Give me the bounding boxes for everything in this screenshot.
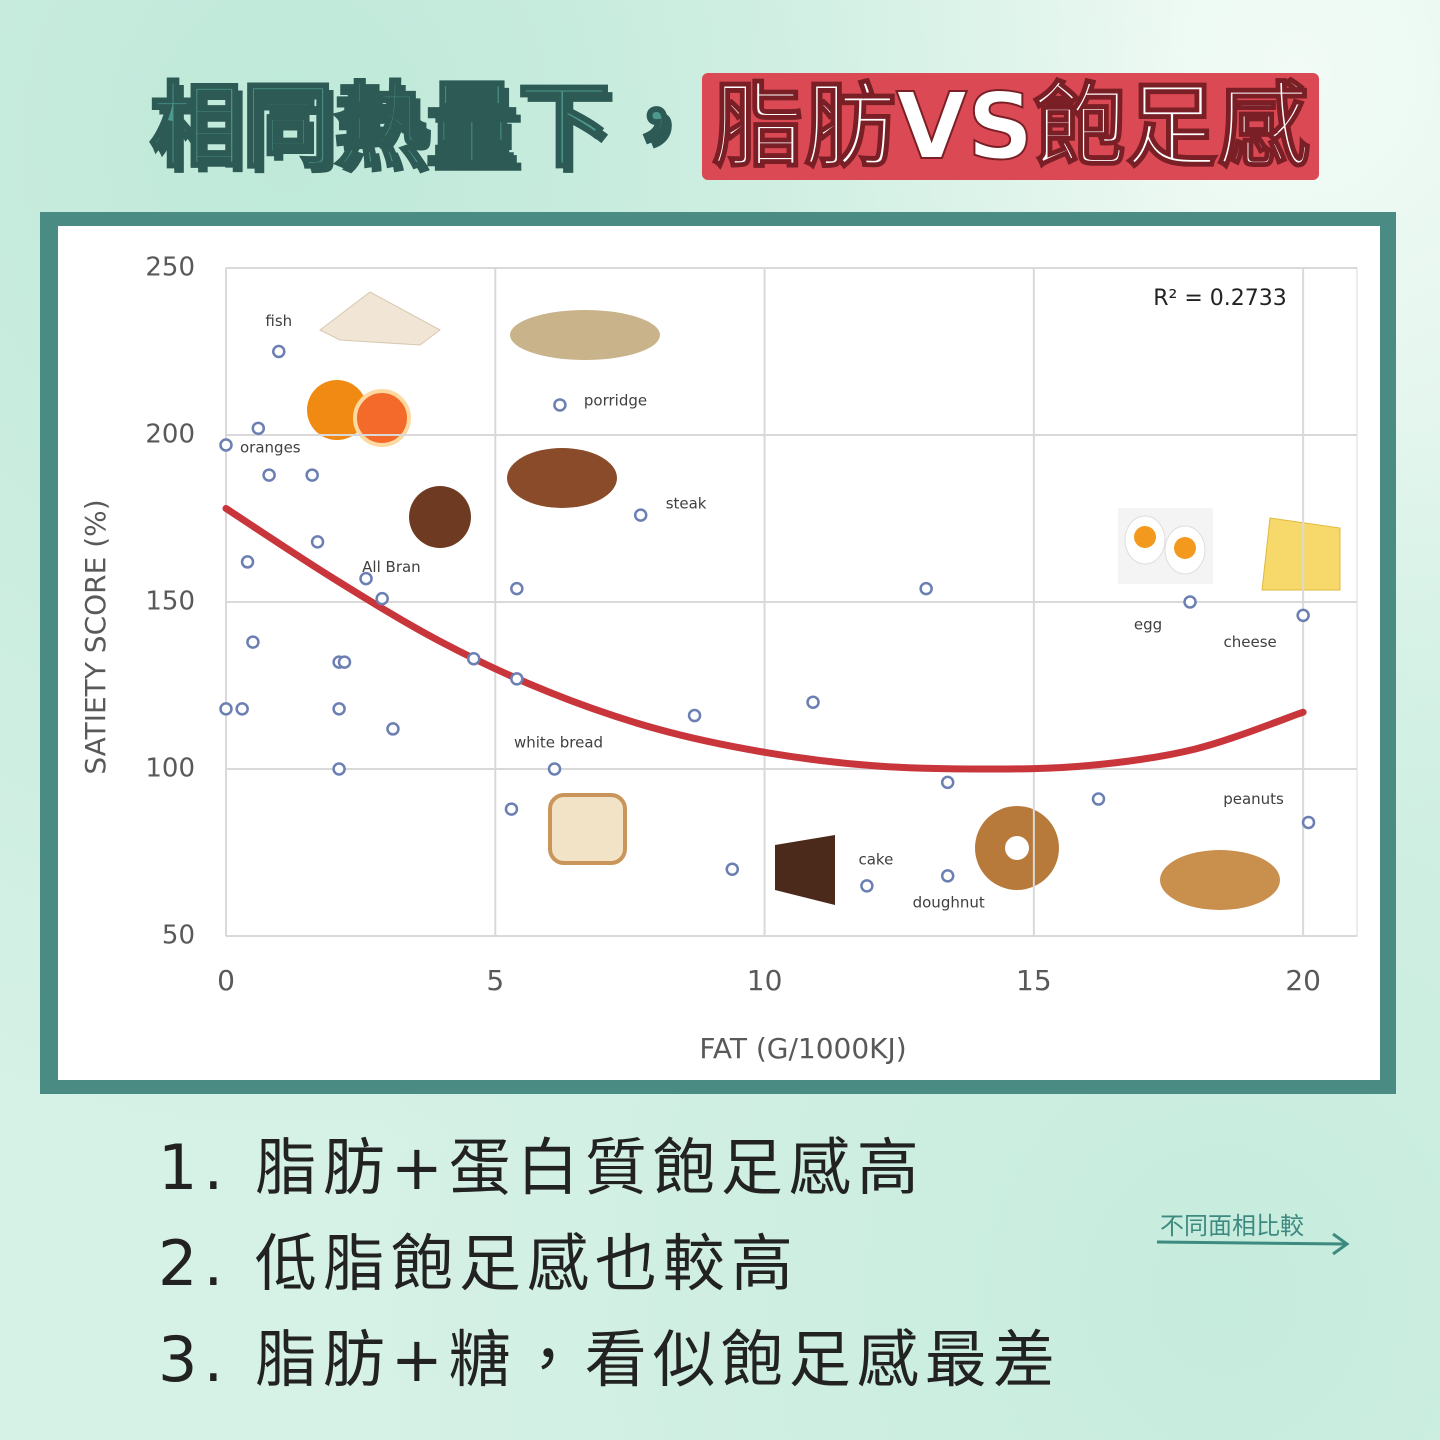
note-item: 2. 低脂飽足感也較高	[158, 1227, 799, 1300]
point-label: fish	[265, 312, 292, 330]
point	[725, 862, 740, 876]
point	[466, 652, 481, 666]
x-tick-label: 10	[747, 964, 783, 997]
point	[940, 775, 955, 790]
point-label: doughnut	[913, 893, 985, 911]
point	[240, 555, 255, 569]
title-main: 相同熱量下，	[148, 72, 703, 182]
x-axis-label: FAT (G/1000KJ)	[699, 1032, 906, 1065]
point	[1183, 595, 1197, 609]
note-item: 1. 脂肪+蛋白質飽足感高	[158, 1131, 925, 1204]
point	[305, 468, 319, 482]
point	[332, 762, 346, 776]
y-tick-label: 50	[162, 921, 195, 951]
point-label: cheese	[1224, 633, 1277, 651]
point	[860, 879, 874, 893]
link[interactable]: 不同面相比較	[1160, 1212, 1304, 1240]
trendline	[222, 504, 1307, 773]
point	[359, 571, 373, 586]
y-tick-label: 200	[145, 420, 195, 450]
point	[806, 695, 820, 709]
point	[337, 655, 352, 669]
point	[553, 398, 567, 412]
point	[687, 708, 702, 723]
point-label: white bread	[514, 734, 603, 752]
title: 相同熱量下， 脂肪VS飽足感	[148, 52, 1320, 185]
point	[504, 802, 519, 816]
point	[940, 869, 955, 883]
x-tick-label: 0	[217, 964, 235, 997]
point	[386, 722, 400, 736]
point	[375, 591, 389, 606]
point-label: cake	[858, 850, 893, 868]
y-tick-label: 150	[145, 587, 195, 617]
point	[1296, 608, 1310, 623]
plot-background	[58, 226, 1380, 1080]
point-label: oranges	[240, 439, 301, 457]
y-axis-label: SATIETY SCORE (%)	[79, 499, 112, 774]
point-label: peanuts	[1223, 790, 1284, 808]
annotation: R² = 0.2733	[1153, 286, 1287, 311]
point	[1301, 815, 1316, 830]
x-tick-label: 20	[1285, 964, 1321, 997]
point	[510, 672, 524, 686]
y-tick-label: 250	[145, 253, 195, 283]
notes: 1. 脂肪+蛋白質飽足感高 2. 低脂飽足感也較高 3. 脂肪+糖，看似飽足感最…	[158, 1120, 1061, 1408]
point	[262, 468, 276, 482]
x-tick-label: 15	[1016, 964, 1052, 997]
link-arrow	[1156, 1232, 1350, 1256]
title-highlight: 脂肪VS飽足感	[702, 72, 1320, 181]
point	[919, 581, 933, 596]
point-label: porridge	[584, 391, 647, 409]
point	[510, 581, 524, 596]
point-label: egg	[1134, 616, 1162, 634]
point	[1091, 792, 1106, 806]
point	[219, 702, 233, 716]
point-label: All Bran	[362, 558, 421, 576]
point	[547, 762, 562, 776]
point	[332, 702, 346, 716]
point	[246, 635, 260, 649]
point	[219, 438, 233, 452]
point	[235, 702, 249, 716]
point	[633, 508, 648, 522]
point-label: steak	[666, 495, 707, 513]
point	[251, 421, 266, 436]
x-tick-label: 5	[486, 964, 504, 997]
food-pictures	[307, 291, 1341, 910]
point	[272, 344, 286, 359]
y-tick-label: 100	[145, 754, 195, 784]
point	[310, 535, 325, 549]
chart: 50 100 150 200 250 0 5 10 15 20 FAT (G/1000KJ) SATI…	[40, 212, 1396, 1094]
note-item: 3. 脂肪+糖，看似飽足感最差	[158, 1323, 1061, 1396]
